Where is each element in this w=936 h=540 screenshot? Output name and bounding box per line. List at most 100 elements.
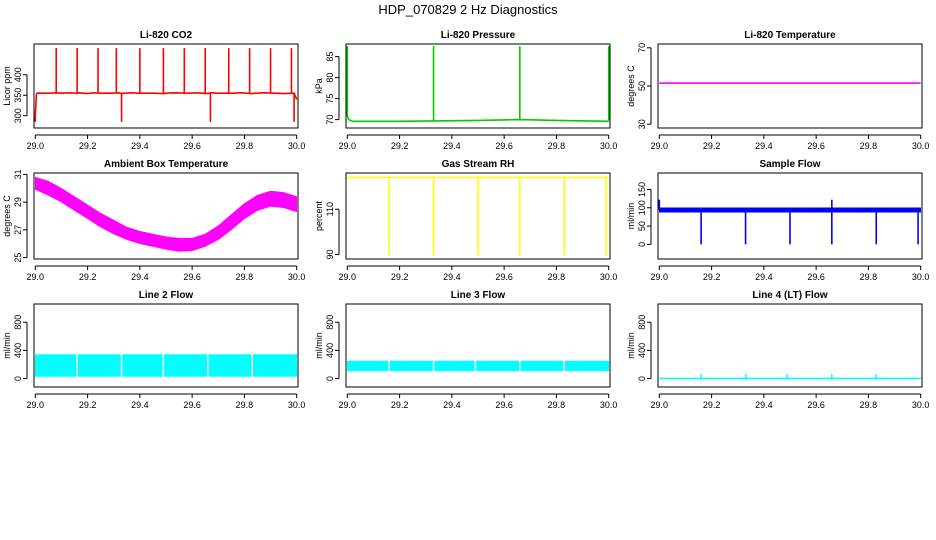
x-tick-label: 29.4 xyxy=(131,141,149,151)
x-tick-label: 29.8 xyxy=(236,272,254,282)
x-tick-label: 29.4 xyxy=(131,400,149,410)
x-tick-label: 29.2 xyxy=(391,400,409,410)
chart-title: Li-820 Pressure xyxy=(441,30,516,41)
y-tick-label: 50 xyxy=(637,81,647,91)
y-axis-label: degrees C xyxy=(2,195,12,237)
data-band-segment xyxy=(164,354,208,377)
data-line-co2 xyxy=(34,91,298,116)
chart-title: Gas Stream RH xyxy=(442,159,515,170)
y-axis-label: ml/min xyxy=(626,203,636,230)
chart-title: Line 4 (LT) Flow xyxy=(752,290,828,301)
y-tick-label: 75 xyxy=(325,94,335,104)
data-band-segment xyxy=(34,354,77,377)
x-tick-label: 29.6 xyxy=(183,141,201,151)
data-line-pressure xyxy=(346,115,609,123)
chart-title: Li-820 CO2 xyxy=(140,30,193,41)
panel-line4: Line 4 (LT) Flow 29.0 29.2 29.4 29.6 29.8 30.0… xyxy=(626,290,929,410)
y-tick-label: 70 xyxy=(637,43,647,53)
data-band-segment xyxy=(564,360,610,372)
x-tick-label: 29.2 xyxy=(391,141,409,151)
y-tick-label: 80 xyxy=(325,73,335,83)
x-tick-label: 29.6 xyxy=(807,141,825,151)
plot-area xyxy=(347,176,609,256)
x-tick-label: 30.0 xyxy=(600,400,618,410)
y-axis-label: ml/min xyxy=(314,332,324,359)
x-tick-label: 29.2 xyxy=(703,141,721,151)
plot-area xyxy=(34,176,298,252)
x-tick-label: 29.0 xyxy=(339,400,357,410)
data-band-segment xyxy=(520,360,564,372)
data-band-segment xyxy=(389,360,433,372)
y-tick-label: 100 xyxy=(637,200,647,215)
plot-area xyxy=(34,354,298,377)
y-tick-label: 27 xyxy=(13,225,23,235)
y-axis-label: ml/min xyxy=(2,332,12,359)
data-band-segment xyxy=(34,176,298,252)
panel-sample: Sample Flow 29.0 29.2 29.4 29.6 29.8 30.0 0 50 10… xyxy=(626,159,929,282)
x-tick-label: 29.2 xyxy=(79,400,97,410)
y-tick-label: 800 xyxy=(637,315,647,330)
data-band-segment xyxy=(77,354,121,377)
x-tick-label: 29.6 xyxy=(495,400,513,410)
y-tick-label: 30 xyxy=(637,119,647,129)
y-axis-label: Licor ppm xyxy=(2,66,12,106)
plot-area xyxy=(34,48,298,122)
x-tick-label: 29.8 xyxy=(548,272,566,282)
x-tick-label: 29.2 xyxy=(703,272,721,282)
x-tick-label: 30.0 xyxy=(600,141,618,151)
x-tick-label: 29.4 xyxy=(755,272,773,282)
chart-title: Line 3 Flow xyxy=(451,290,506,301)
plot-frame xyxy=(657,303,923,388)
x-tick-label: 29.8 xyxy=(548,400,566,410)
panel-co2: Li-820 CO2 29.0 29.2 29.4 29.6 29.8 30.0 300 350… xyxy=(2,30,305,151)
page-title: HDP_070829 2 Hz Diagnostics xyxy=(378,2,558,17)
x-tick-label: 29.4 xyxy=(755,141,773,151)
y-tick-label: 400 xyxy=(13,343,23,358)
data-band-segment xyxy=(346,360,389,372)
y-tick-label: 350 xyxy=(13,88,23,103)
y-tick-label: 0 xyxy=(637,376,647,381)
plot-frame xyxy=(657,43,923,129)
y-tick-label: 85 xyxy=(325,52,335,62)
x-tick-label: 29.8 xyxy=(548,141,566,151)
y-axis-label: ml/min xyxy=(626,332,636,359)
x-tick-label: 30.0 xyxy=(288,272,306,282)
x-tick-label: 29.0 xyxy=(339,272,357,282)
chart-title: Li-820 Temperature xyxy=(744,30,836,41)
panel-rh: Gas Stream RH 29.0 29.2 29.4 29.6 29.8 30.0 90 1… xyxy=(314,159,617,282)
data-band-segment xyxy=(253,354,298,377)
x-tick-label: 29.2 xyxy=(79,141,97,151)
x-tick-label: 29.6 xyxy=(807,272,825,282)
x-tick-label: 30.0 xyxy=(912,272,930,282)
x-tick-label: 29.0 xyxy=(651,400,669,410)
x-tick-label: 29.0 xyxy=(27,141,45,151)
plot-frame xyxy=(33,43,299,129)
plot-frame xyxy=(657,172,923,260)
x-tick-label: 29.4 xyxy=(443,272,461,282)
y-tick-label: 90 xyxy=(325,249,335,259)
y-tick-label: 110 xyxy=(325,202,335,216)
y-tick-label: 800 xyxy=(325,315,335,330)
chart-title: Line 2 Flow xyxy=(139,290,194,301)
chart-title: Ambient Box Temperature xyxy=(104,159,229,170)
panel-temperature: Li-820 Temperature 29.0 29.2 29.4 29.6 29.8 30… xyxy=(626,30,929,151)
x-tick-label: 29.8 xyxy=(236,141,254,151)
x-tick-label: 29.8 xyxy=(860,141,878,151)
x-tick-label: 29.4 xyxy=(443,141,461,151)
x-tick-label: 29.0 xyxy=(651,272,669,282)
y-tick-label: 300 xyxy=(13,108,23,123)
y-tick-label: 25 xyxy=(13,253,23,263)
plot-frame xyxy=(345,43,611,129)
plot-frame xyxy=(345,303,611,388)
panel-ambient: Ambient Box Temperature 29.0 29.2 29.4 29.6 2… xyxy=(2,159,305,282)
y-tick-label: 400 xyxy=(13,67,23,82)
x-tick-label: 30.0 xyxy=(912,141,930,151)
y-tick-label: 0 xyxy=(325,376,335,381)
plot-area xyxy=(659,374,921,380)
x-tick-label: 30.0 xyxy=(600,272,618,282)
y-tick-label: 70 xyxy=(325,115,335,125)
x-tick-label: 29.6 xyxy=(495,272,513,282)
y-tick-label: 150 xyxy=(637,182,647,197)
